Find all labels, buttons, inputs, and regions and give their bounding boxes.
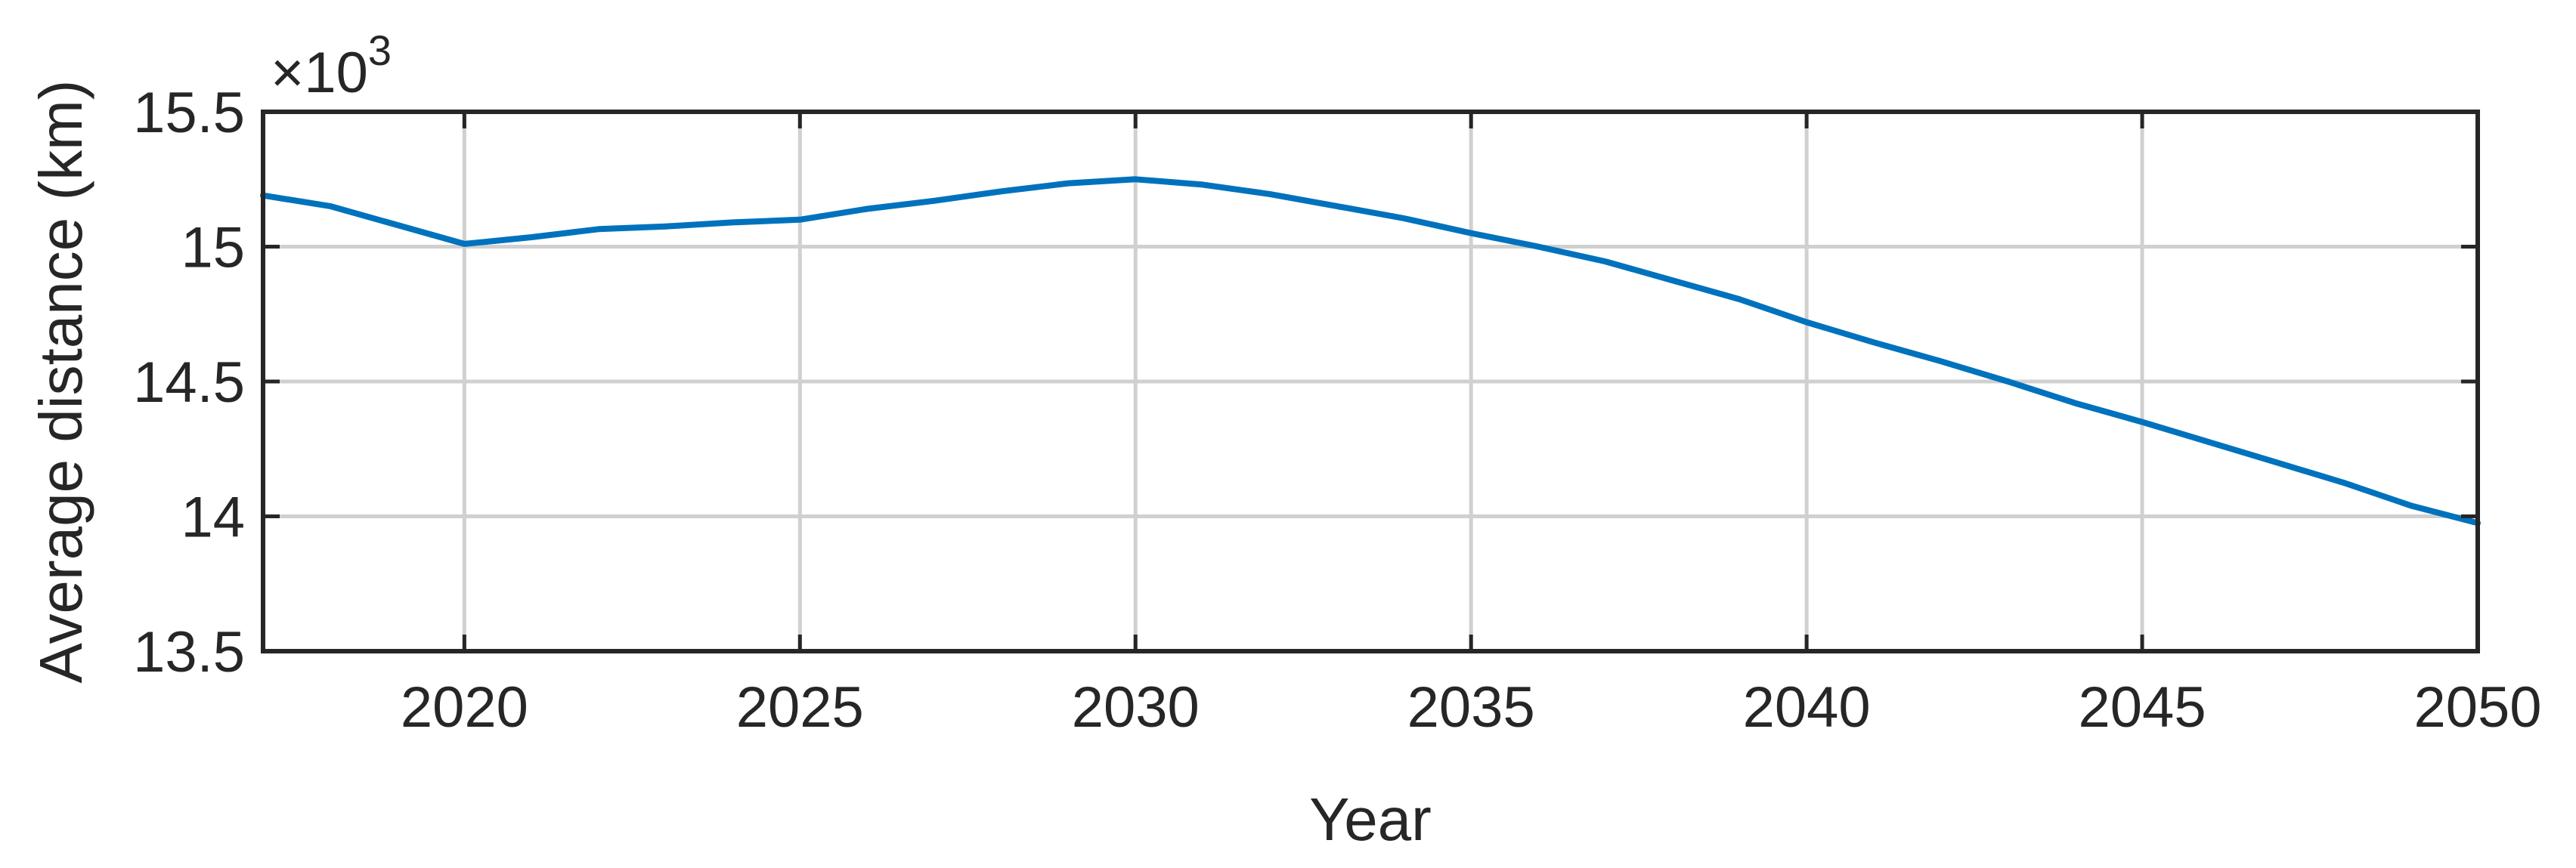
y-tick-label: 15 (181, 216, 245, 280)
x-tick-label: 2035 (1407, 675, 1535, 740)
y-tick-label: 13.5 (133, 620, 245, 684)
x-tick-label: 2020 (401, 675, 528, 740)
y-axis-label: Average distance (km) (27, 80, 94, 684)
x-axis-label: Year (1309, 786, 1432, 853)
y-axis-multiplier: ×103 (271, 26, 392, 105)
y-tick-label: 14 (181, 486, 245, 550)
y-axis-multiplier-prefix: ×10 (271, 41, 368, 105)
series-layer (260, 176, 2481, 527)
x-tick-label: 2040 (1743, 675, 1871, 740)
y-tick-label: 14.5 (133, 351, 245, 415)
series-line (260, 176, 2481, 527)
x-tick-label: 2045 (2079, 675, 2206, 740)
tick-labels: 2020 2025 2030 2035 2040 2045 2050 13.5 14 14.5 15… (133, 81, 2541, 740)
x-tick-label: 2050 (2413, 675, 2541, 740)
x-tick-label: 2030 (1072, 675, 1200, 740)
x-tick-label: 2025 (736, 675, 864, 740)
y-axis-multiplier-exponent: 3 (368, 26, 392, 74)
ticks (263, 110, 2480, 653)
y-tick-label: 15.5 (133, 81, 245, 145)
